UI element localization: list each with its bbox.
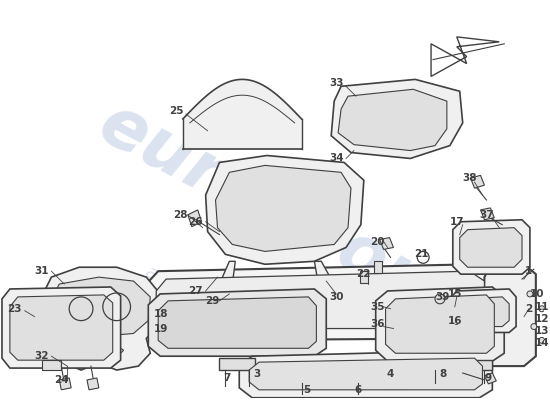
- Text: 39: 39: [436, 292, 450, 302]
- Text: 33: 33: [329, 78, 343, 88]
- Polygon shape: [59, 378, 71, 390]
- Circle shape: [531, 324, 537, 330]
- Text: 9: 9: [485, 373, 492, 383]
- Circle shape: [527, 291, 533, 297]
- Polygon shape: [471, 175, 485, 188]
- Polygon shape: [331, 79, 463, 158]
- Polygon shape: [71, 346, 91, 363]
- Text: 25: 25: [169, 106, 183, 116]
- Text: 15: 15: [448, 289, 462, 299]
- Text: 37: 37: [479, 210, 494, 220]
- Text: 12: 12: [535, 314, 549, 324]
- Text: 27: 27: [189, 286, 203, 296]
- Polygon shape: [338, 89, 447, 150]
- Polygon shape: [2, 287, 120, 368]
- Text: 1: 1: [525, 266, 532, 276]
- Polygon shape: [376, 287, 504, 361]
- Polygon shape: [206, 156, 364, 264]
- Text: 21: 21: [414, 249, 428, 259]
- Polygon shape: [295, 370, 366, 383]
- Text: 32: 32: [34, 351, 49, 361]
- Text: 28: 28: [173, 210, 187, 220]
- Text: 4: 4: [387, 369, 394, 379]
- Polygon shape: [87, 378, 99, 390]
- Polygon shape: [249, 358, 482, 390]
- Polygon shape: [146, 264, 494, 340]
- Text: 19: 19: [154, 324, 168, 334]
- Polygon shape: [148, 289, 326, 356]
- Text: 16: 16: [448, 316, 462, 326]
- Text: 31: 31: [34, 266, 49, 276]
- Text: 35: 35: [370, 302, 385, 312]
- Polygon shape: [156, 271, 485, 328]
- Text: 26: 26: [189, 217, 203, 227]
- Polygon shape: [210, 261, 235, 304]
- Text: 20: 20: [370, 236, 385, 246]
- Circle shape: [539, 306, 544, 312]
- Polygon shape: [450, 289, 516, 332]
- Polygon shape: [219, 358, 255, 370]
- Text: eurosports: eurosports: [87, 90, 496, 350]
- Polygon shape: [482, 264, 536, 366]
- Polygon shape: [216, 165, 351, 252]
- Text: 11: 11: [535, 302, 549, 312]
- Polygon shape: [481, 208, 494, 220]
- Circle shape: [435, 294, 445, 304]
- Text: 34: 34: [329, 154, 343, 164]
- Text: 18: 18: [154, 309, 168, 319]
- Polygon shape: [388, 378, 403, 388]
- Text: 7: 7: [224, 373, 231, 383]
- Text: 6: 6: [354, 385, 361, 395]
- Polygon shape: [456, 297, 509, 326]
- Text: 36: 36: [370, 318, 385, 328]
- Polygon shape: [10, 295, 113, 360]
- Circle shape: [539, 338, 544, 343]
- Text: 30: 30: [329, 292, 343, 302]
- Polygon shape: [453, 220, 530, 274]
- Text: 8: 8: [439, 369, 447, 379]
- Polygon shape: [158, 297, 316, 348]
- Bar: [373, 261, 382, 273]
- Polygon shape: [239, 350, 492, 398]
- Text: 24: 24: [54, 375, 69, 385]
- Text: 38: 38: [463, 173, 477, 183]
- Polygon shape: [41, 360, 61, 370]
- Polygon shape: [427, 360, 492, 370]
- Text: 23: 23: [8, 304, 22, 314]
- Text: 29: 29: [205, 296, 220, 306]
- Polygon shape: [51, 277, 150, 336]
- Text: 5: 5: [303, 385, 310, 395]
- Polygon shape: [104, 343, 124, 360]
- Text: 22: 22: [356, 269, 371, 279]
- Polygon shape: [460, 228, 522, 267]
- Text: 10: 10: [530, 289, 544, 299]
- Text: 17: 17: [449, 217, 464, 227]
- Text: a passion since 1985: a passion since 1985: [142, 262, 332, 375]
- Polygon shape: [379, 238, 393, 250]
- Polygon shape: [485, 373, 496, 384]
- Polygon shape: [188, 210, 202, 227]
- Polygon shape: [315, 261, 344, 301]
- Polygon shape: [386, 295, 494, 353]
- Text: 13: 13: [535, 326, 549, 336]
- Text: 3: 3: [254, 369, 261, 379]
- Text: 2: 2: [525, 304, 532, 314]
- Polygon shape: [41, 267, 160, 370]
- Bar: [360, 271, 368, 283]
- Text: 14: 14: [535, 338, 549, 348]
